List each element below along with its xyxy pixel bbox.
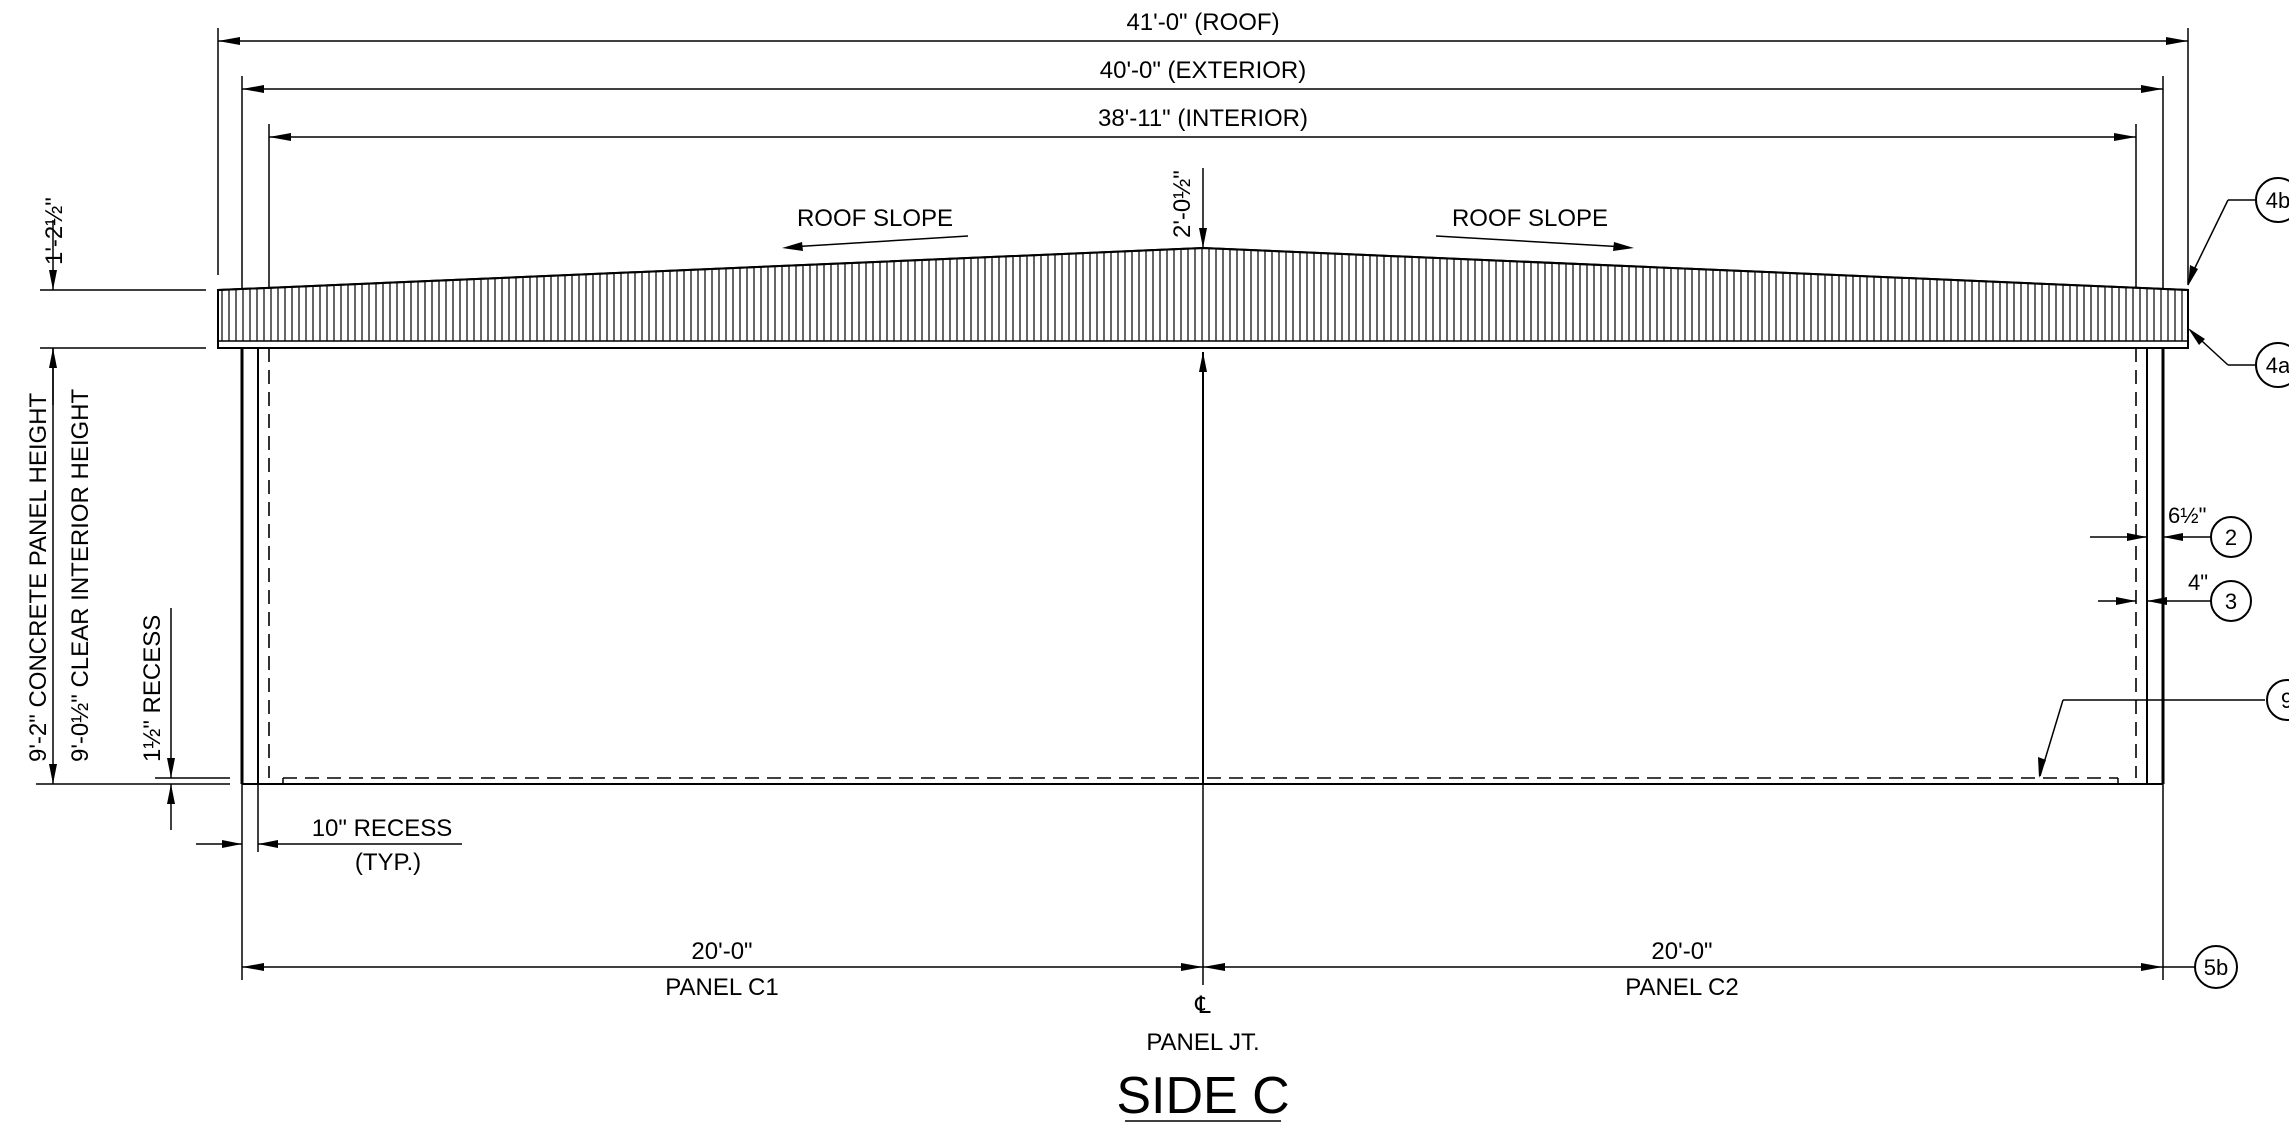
callout-5b: 5b [2163,945,2238,989]
inner-thickness-dimension: 4" [2098,570,2215,605]
panel-c1-label: PANEL C1 [665,974,778,1001]
callout-9: 9 [2038,679,2289,778]
roof-edge-dimension: 1'-2½" [40,197,206,405]
callout-4a-label: 4a [2266,353,2289,378]
recess-height-label: 1½" RECESS [139,615,166,762]
callout-4b-label: 4b [2266,188,2289,213]
callout-3: 3 [2210,580,2252,622]
exterior-dimension-label: 40'-0" (EXTERIOR) [1100,57,1306,84]
right-wall [2135,348,2165,784]
left-wall [240,348,270,784]
callout-9-label: 9 [2281,688,2289,713]
panel-c2-dimension: 20'-0" PANEL C2 [1203,784,2164,1001]
roof-slope-right-label: ROOF SLOPE [1452,205,1608,232]
callout-2-label: 2 [2225,525,2237,550]
panel-c1-width: 20'-0" [691,938,752,965]
roof-dimension-label: 41'-0" (ROOF) [1126,9,1279,36]
recess-width-typ: (TYP.) [355,849,421,876]
centerline-marker: ℄ PANEL JT. [1146,992,1259,1056]
clear-height-label: 9'-0½" CLEAR INTERIOR HEIGHT [67,388,94,762]
panel-c2-width: 20'-0" [1651,938,1712,965]
clear-height-dimension: 9'-0½" CLEAR INTERIOR HEIGHT [49,348,94,784]
wall-thickness-dimension: 6½" [2090,503,2215,541]
roof-slope-left-label: ROOF SLOPE [797,205,953,232]
panel-c1-dimension: 20'-0" PANEL C1 [242,938,1203,1001]
title-label: SIDE C [1116,1067,1289,1124]
panel-joint-label: PANEL JT. [1146,1029,1259,1056]
roof-slope-left-note: ROOF SLOPE [782,205,969,251]
callout-3-label: 3 [2225,589,2237,614]
drawing-title: SIDE C [1116,1067,1289,1124]
exterior-dimension: 40'-0" (EXTERIOR) [241,57,2164,345]
roof-dimension: 41'-0" (ROOF) [217,9,2189,285]
inner-thickness-label: 4" [2188,570,2208,595]
callout-4b: 4b [2187,177,2289,286]
roof-edge-label: 1'-2½" [41,197,68,265]
callout-2: 2 [2210,516,2252,558]
recess-width-dimension: 10" RECESS (TYP.) [196,784,462,980]
callout-5b-label: 5b [2204,955,2228,980]
panel-height-label: 9'-2" CONCRETE PANEL HEIGHT [25,392,52,762]
panel-c2-label: PANEL C2 [1625,974,1738,1001]
callout-4a: 4a [2188,328,2289,388]
ridge-rise-dimension: 2'-0½" [1169,168,1207,248]
ridge-rise-label: 2'-0½" [1169,170,1196,238]
panel-joint-line [1199,352,1207,985]
centerline-symbol: ℄ [1194,992,1211,1019]
recess-height-dimension: 1½" RECESS [139,608,230,830]
roof-slope-right-note: ROOF SLOPE [1435,205,1634,251]
recess-width-label: 10" RECESS [312,815,453,842]
interior-dimension-label: 38'-11" (INTERIOR) [1098,105,1308,132]
roof-hatching [221,248,2183,341]
interior-dimension: 38'-11" (INTERIOR) [268,105,2137,345]
panel-height-dimension: 9'-2" CONCRETE PANEL HEIGHT [25,392,230,785]
wall-thickness-label: 6½" [2168,503,2206,528]
roof-panel [217,246,2189,349]
